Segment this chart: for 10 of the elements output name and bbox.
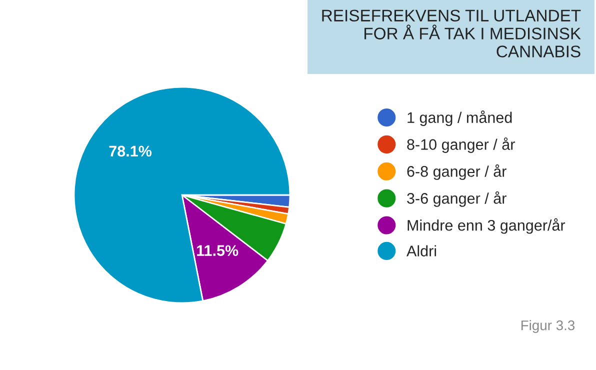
legend-label: 1 gang / måned [408, 110, 512, 126]
legend-label: Mindre enn 3 ganger/år [408, 218, 566, 234]
chart-title: REISEFREKVENS TIL UTLANDET FOR Å FÅ TAK I MEDISINSK CANNABIS [322, 10, 581, 58]
text: Figur 3.3 [521, 320, 575, 333]
legend-label: 6-8 ganger / år [407, 164, 506, 180]
legend-label: 3-6 ganger / år [407, 191, 506, 207]
data-label: 11.5% [197, 245, 238, 256]
legend-label: Aldri [406, 245, 436, 256]
data-label: 78.1% [109, 146, 152, 157]
legend-label: 8-10 ganger / år [407, 137, 515, 153]
